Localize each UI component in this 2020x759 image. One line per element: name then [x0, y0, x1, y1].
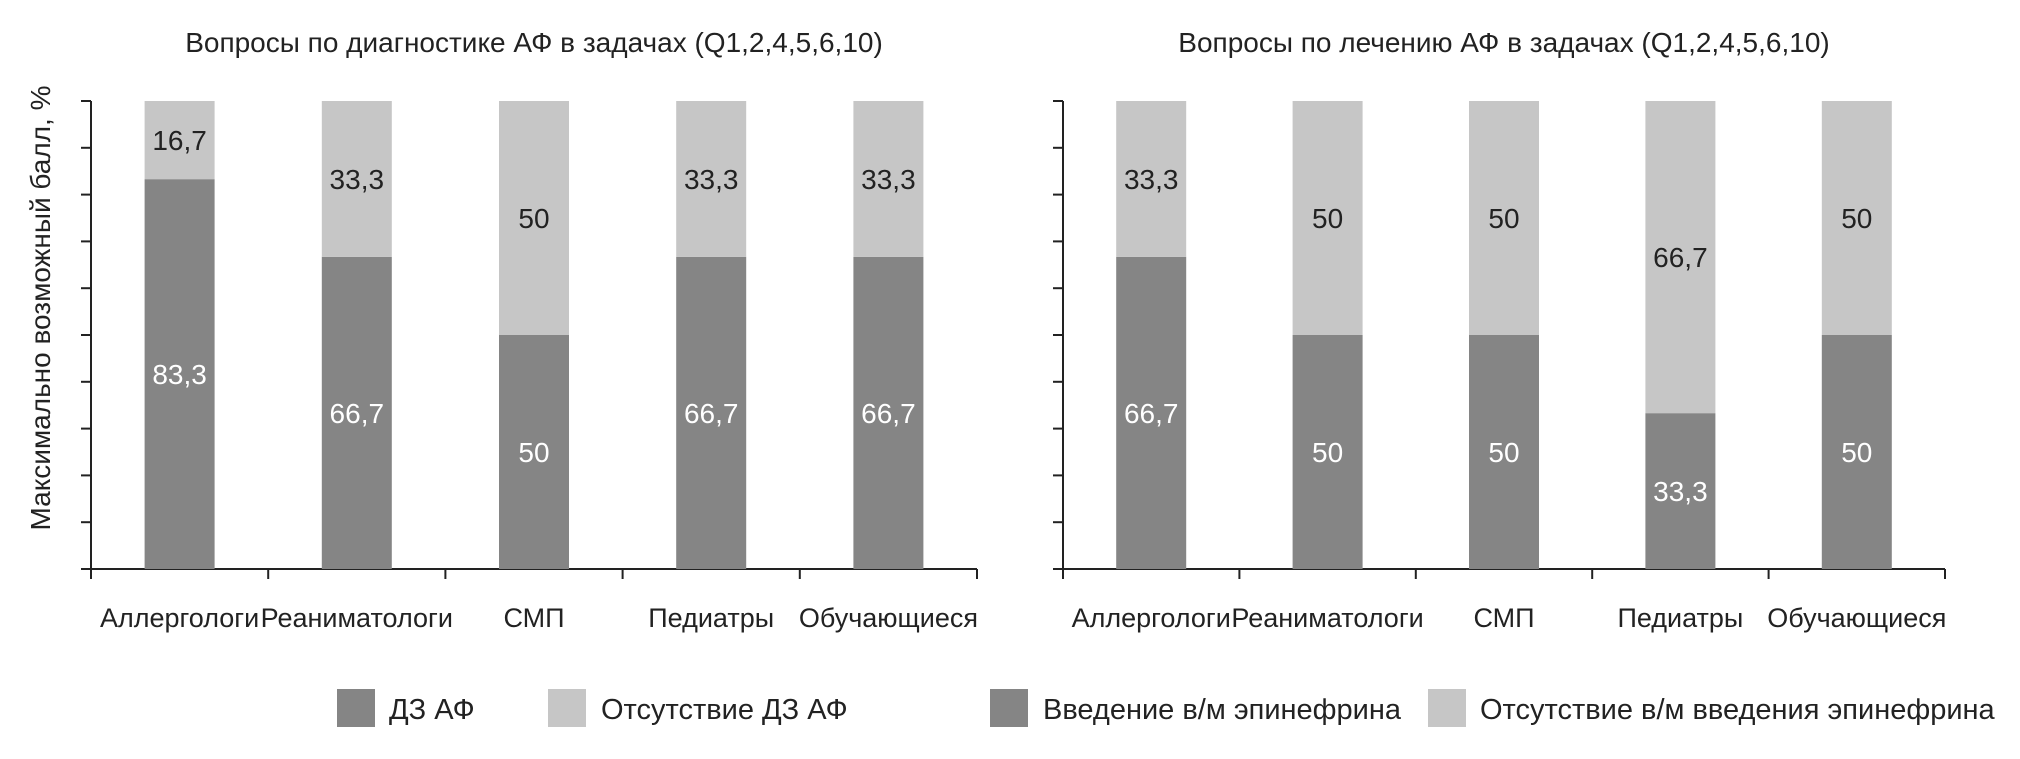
bar-label-2-5-2: 50 — [1841, 203, 1872, 234]
y-axis-label: Максимально возможный балл, % — [25, 86, 56, 531]
bar-2-3-2 — [1469, 101, 1539, 335]
bar-label-2-1-2: 33,3 — [1124, 164, 1179, 195]
bar-label-1-5-2: 33,3 — [861, 164, 916, 195]
legend-swatch-3 — [990, 689, 1028, 727]
legend-swatch-4 — [1428, 689, 1466, 727]
legend-label-4: Отсутствие в/м введения эпинефрина — [1480, 694, 1996, 726]
bar-2-5-1 — [1821, 335, 1892, 569]
bar-1-2-1 — [321, 256, 392, 569]
legend-swatch-2 — [548, 689, 586, 727]
legend-label-1: ДЗ АФ — [389, 694, 475, 726]
bar-1-1-1 — [144, 179, 215, 569]
chart-title-2: Вопросы по лечению АФ в задачах (Q1,2,4,… — [1178, 27, 1829, 58]
bar-label-2-4-1: 33,3 — [1653, 476, 1708, 507]
bar-2-3-1 — [1469, 335, 1539, 569]
bar-label-2-1-1: 66,7 — [1124, 398, 1179, 429]
legend-swatch-1 — [337, 689, 375, 727]
bar-label-1-1-1: 83,3 — [152, 359, 207, 390]
bar-label-1-1-2: 16,7 — [152, 125, 207, 156]
bar-1-3-1 — [499, 335, 569, 569]
bar-1-2-2 — [321, 101, 392, 257]
bar-1-1-2 — [144, 101, 215, 180]
bar-label-1-4-2: 33,3 — [684, 164, 739, 195]
bar-2-4-2 — [1645, 101, 1716, 414]
bar-2-5-2 — [1821, 101, 1892, 335]
bar-2-1-1 — [1116, 256, 1187, 569]
bar-label-1-3-2: 50 — [518, 203, 549, 234]
chart-title-1: Вопросы по диагностике АФ в задачах (Q1,… — [185, 27, 883, 58]
bar-label-1-2-1: 66,7 — [330, 398, 385, 429]
bar-label-2-2-2: 50 — [1312, 203, 1343, 234]
x-tick-label-1-3: СМП — [503, 603, 564, 633]
x-tick-label-1-1: Аллергологи — [100, 603, 259, 633]
x-tick-label-1-5: Обучающиеся — [799, 603, 978, 633]
bar-label-1-4-1: 66,7 — [684, 398, 739, 429]
x-tick-label-1-2: Реаниматологи — [261, 603, 453, 633]
legend-label-3: Введение в/м эпинефрина — [1043, 694, 1402, 726]
x-tick-label-2-4: Педиатры — [1617, 603, 1743, 633]
bar-2-4-1 — [1645, 413, 1716, 569]
bar-1-3-2 — [499, 101, 569, 335]
bar-label-2-3-1: 50 — [1488, 437, 1519, 468]
bar-1-4-2 — [676, 101, 747, 257]
bar-label-2-2-1: 50 — [1312, 437, 1343, 468]
bar-label-2-3-2: 50 — [1488, 203, 1519, 234]
bar-label-2-4-2: 66,7 — [1653, 242, 1708, 273]
legend-label-2: Отсутствие ДЗ АФ — [601, 694, 848, 726]
bar-label-1-3-1: 50 — [518, 437, 549, 468]
bar-2-1-2 — [1116, 101, 1187, 257]
x-tick-label-2-1: Аллергологи — [1072, 603, 1231, 633]
bar-2-2-1 — [1292, 335, 1363, 569]
bar-label-1-2-2: 33,3 — [330, 164, 385, 195]
bar-label-1-5-1: 66,7 — [861, 398, 916, 429]
x-tick-label-2-3: СМП — [1473, 603, 1534, 633]
x-tick-label-2-5: Обучающиеся — [1767, 603, 1946, 633]
bar-2-2-2 — [1292, 101, 1363, 335]
bar-1-5-1 — [853, 256, 924, 569]
bar-1-4-1 — [676, 256, 747, 569]
x-tick-label-2-2: Реаниматологи — [1231, 603, 1423, 633]
x-tick-label-1-4: Педиатры — [648, 603, 774, 633]
bar-label-2-5-1: 50 — [1841, 437, 1872, 468]
bar-1-5-2 — [853, 101, 924, 257]
